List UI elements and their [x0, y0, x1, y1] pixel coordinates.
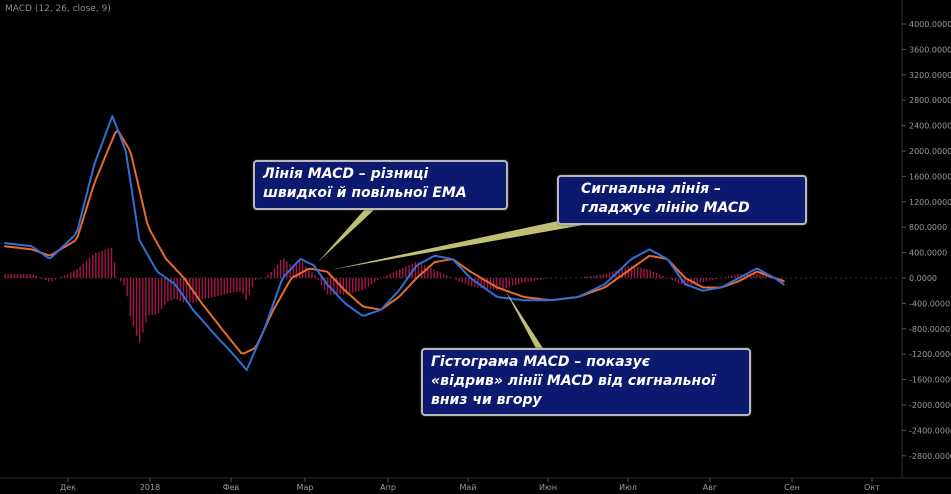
x-tick-label: Сен — [784, 483, 800, 492]
x-axis: Дек 2018 Фев Мар Апр Май Июн Июл Авг Сен Окт — [60, 478, 880, 492]
y-axis: 4000.0000 3600.0000 3200.0000 2800.0000 2400… — [902, 20, 951, 461]
callout-line: швидкої й повільної EMA — [263, 185, 467, 201]
x-tick-label: Май — [459, 483, 476, 492]
callout-line: «відрив» лінії MACD від сигнальної — [431, 373, 716, 389]
x-tick-label: 2018 — [140, 483, 160, 492]
y-tick-label: 800.0000 — [909, 223, 947, 232]
y-tick-label: 2800.0000 — [909, 96, 951, 105]
y-tick-label: -400.0000 — [909, 299, 950, 308]
x-tick-label: Июн — [539, 483, 557, 492]
y-tick-label: 1200.0000 — [909, 198, 951, 207]
callout-line: Лінія MACD – різниці — [263, 166, 429, 182]
series-lines — [4, 115, 785, 372]
y-tick-label: 2400.0000 — [909, 122, 951, 131]
y-tick-label: 0.0000 — [909, 274, 937, 283]
callout-macd-line: Лінія MACD – різниці швидкої й повільної… — [253, 160, 508, 210]
y-tick-label: -1200.0000 — [909, 350, 951, 359]
x-tick-label: Фев — [223, 483, 240, 492]
callout-line: гладжує лінію MACD — [581, 200, 750, 216]
pointer-histogram — [505, 290, 548, 356]
x-tick-label: Апр — [380, 483, 396, 492]
y-tick-label: 3200.0000 — [909, 71, 951, 80]
y-tick-label: 2000.0000 — [909, 147, 951, 156]
y-tick-label: 3600.0000 — [909, 45, 951, 54]
y-tick-label: -800.0000 — [909, 325, 950, 334]
x-tick-label: Авг — [703, 483, 717, 492]
signal-line — [4, 129, 785, 355]
pointer-macd — [318, 208, 376, 262]
callout-histogram: Гістограма MACD – показує «відрив» лінії… — [421, 348, 751, 416]
callout-line: Сигнальна лінія – — [581, 181, 722, 197]
x-tick-label: Мар — [297, 483, 314, 492]
y-tick-label: -1600.0000 — [909, 376, 951, 385]
y-tick-label: -2800.0000 — [909, 452, 951, 461]
callout-signal-line: Сигнальна лінія – гладжує лінію MACD — [557, 175, 807, 225]
indicator-title: MACD (12, 26, close, 9) — [5, 4, 111, 14]
callout-line: Гістограма MACD – показує — [431, 354, 651, 370]
histogram — [4, 247, 783, 343]
callout-line: вниз чи вгору — [431, 392, 542, 408]
x-tick-label: Дек — [60, 483, 76, 492]
pointer-signal — [330, 213, 600, 270]
macd-line — [4, 115, 785, 372]
y-tick-label: -2000.0000 — [909, 401, 951, 410]
y-tick-label: -2400.0000 — [909, 426, 951, 435]
y-tick-label: 400.0000 — [909, 249, 947, 258]
callout-pointers — [318, 208, 600, 356]
y-tick-label: 4000.0000 — [909, 20, 951, 29]
x-tick-label: Июл — [619, 483, 637, 492]
x-tick-label: Окт — [864, 483, 880, 492]
y-tick-label: 1600.0000 — [909, 172, 951, 181]
